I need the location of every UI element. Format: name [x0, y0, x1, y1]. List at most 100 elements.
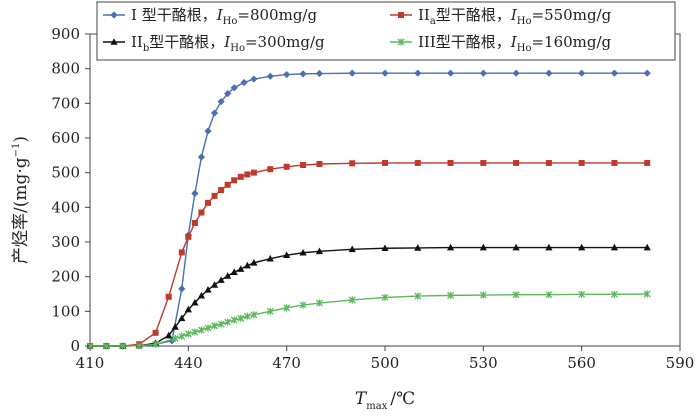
data-point: [315, 299, 323, 307]
data-point: [197, 153, 206, 161]
data-point: [152, 329, 159, 336]
data-point: [204, 127, 212, 135]
data-point: [349, 160, 356, 167]
data-point: [643, 243, 651, 251]
legend-marker: [110, 38, 118, 45]
legend-entry: IIb型干酪根，IHo=300mg/g: [103, 33, 325, 54]
data-point: [197, 291, 206, 299]
data-point: [244, 171, 251, 178]
data-point: [165, 331, 173, 339]
data-point: [283, 251, 291, 258]
data-point: [283, 70, 291, 79]
data-point: [165, 293, 172, 300]
data-point: [348, 296, 356, 304]
data-point: [545, 159, 552, 166]
data-point: [316, 161, 323, 167]
series-1: [86, 69, 651, 350]
data-point: [211, 192, 218, 199]
data-point: [250, 311, 258, 319]
data-point: [578, 69, 586, 77]
data-point: [178, 314, 186, 322]
data-point: [480, 159, 487, 166]
data-point: [610, 290, 618, 298]
data-point: [218, 187, 225, 193]
data-point: [237, 173, 244, 180]
x-tick-label: 470: [272, 354, 301, 372]
data-point: [283, 304, 291, 312]
data-point: [512, 243, 520, 251]
x-tick-label: 530: [469, 354, 498, 372]
data-point: [578, 159, 585, 166]
legend-label: IIa型干酪根，IHo=550mg/g: [418, 6, 612, 27]
y-tick-label: 0: [70, 337, 80, 355]
x-tick-label: 440: [174, 354, 203, 372]
data-point: [250, 75, 258, 83]
y-axis-label: 产烃率/(mg·g−1): [11, 136, 31, 264]
series-line: [90, 72, 648, 347]
data-point: [152, 340, 160, 348]
data-point: [243, 312, 251, 320]
legend-label: III型干酪根，IHo=160mg/g: [418, 33, 612, 54]
data-point: [191, 298, 199, 306]
data-point: [237, 314, 245, 322]
data-point: [545, 69, 553, 77]
data-point: [198, 209, 205, 216]
data-point: [643, 69, 651, 77]
axes: 410 440 470 500 530 560 590 0 100 200 300 400 500 600…: [51, 25, 694, 372]
data-point: [191, 189, 199, 198]
data-point: [191, 328, 199, 336]
data-point: [578, 290, 586, 298]
data-point: [191, 219, 198, 226]
data-point: [250, 259, 258, 266]
data-point: [243, 261, 251, 269]
data-point: [315, 69, 324, 78]
legend-entry: I 型干酪根，IHo=800mg/g: [103, 6, 317, 27]
data-point: [479, 69, 487, 77]
data-point: [171, 334, 179, 342]
y-tick-label: 400: [51, 198, 80, 216]
data-point: [171, 323, 179, 330]
data-point: [237, 265, 245, 272]
y-tick-label: 200: [51, 268, 80, 286]
data-point: [611, 159, 618, 166]
data-point: [230, 268, 238, 275]
axis-labels: Tmax/℃ 产烃率/(mg·g−1): [11, 136, 415, 412]
data-point: [578, 243, 586, 251]
data-point: [217, 98, 225, 106]
data-point: [381, 69, 389, 77]
series-line: [90, 293, 648, 347]
data-point: [479, 291, 487, 299]
data-point: [447, 159, 454, 166]
data-point: [414, 159, 421, 166]
data-point: [230, 84, 238, 92]
data-point: [446, 243, 455, 251]
data-point: [545, 243, 553, 251]
series-4: [86, 290, 651, 350]
data-point: [266, 307, 274, 315]
data-point: [267, 166, 274, 173]
data-point: [446, 69, 455, 77]
data-point: [348, 245, 356, 253]
data-point: [610, 243, 619, 251]
data-point: [217, 276, 225, 283]
data-point: [299, 248, 307, 256]
data-point: [184, 330, 192, 338]
series-line: [90, 162, 648, 347]
data-point: [315, 247, 324, 255]
data-point: [610, 69, 619, 77]
data-point: [224, 90, 232, 98]
data-point: [86, 342, 94, 350]
data-point: [299, 301, 307, 309]
legend-box: [96, 1, 676, 61]
data-point: [210, 281, 219, 288]
data-point: [381, 244, 389, 252]
data-point: [119, 342, 127, 350]
data-point: [644, 159, 651, 166]
data-point: [513, 159, 520, 166]
legend-label: I 型干酪根，IHo=800mg/g: [131, 6, 317, 27]
y-tick-label: 700: [51, 94, 80, 112]
data-point: [204, 324, 212, 332]
data-point: [178, 332, 186, 340]
data-point: [224, 318, 232, 326]
